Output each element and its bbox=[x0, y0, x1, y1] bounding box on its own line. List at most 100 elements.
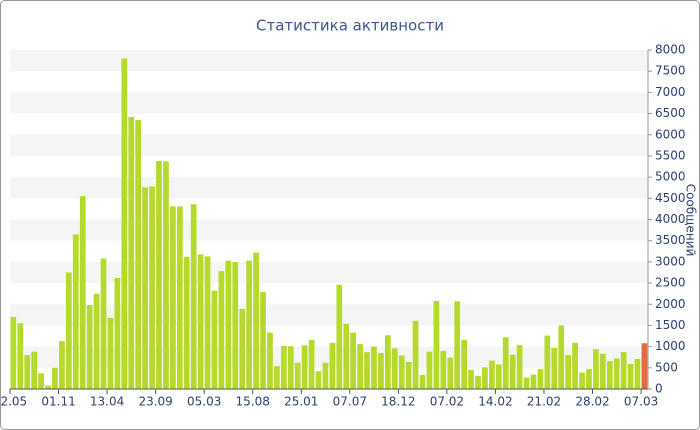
bar bbox=[343, 323, 350, 389]
bar bbox=[433, 300, 440, 389]
bar bbox=[412, 320, 419, 389]
bar bbox=[398, 355, 405, 389]
bar bbox=[86, 305, 93, 389]
grid-band bbox=[10, 219, 648, 241]
bar bbox=[634, 358, 641, 389]
y-tick-label: 1500 bbox=[655, 318, 686, 332]
bar bbox=[579, 372, 585, 389]
bar bbox=[232, 261, 239, 389]
bar bbox=[183, 256, 190, 389]
bar bbox=[620, 352, 627, 389]
x-tick-label: 07.02 bbox=[430, 395, 464, 409]
bar bbox=[419, 375, 426, 389]
bar bbox=[45, 385, 51, 389]
bar bbox=[572, 342, 578, 389]
bar bbox=[440, 350, 447, 389]
bar bbox=[156, 161, 162, 389]
bar bbox=[530, 374, 537, 389]
bar bbox=[211, 290, 218, 389]
bar bbox=[170, 206, 176, 389]
bar bbox=[523, 377, 530, 389]
y-tick-label: 6000 bbox=[655, 127, 686, 141]
bar bbox=[190, 204, 197, 389]
grid-band bbox=[10, 50, 648, 72]
bar bbox=[509, 354, 516, 389]
bar bbox=[426, 351, 433, 389]
bar bbox=[253, 252, 259, 389]
y-tick-label: 2000 bbox=[655, 297, 686, 311]
x-tick-label: 18.12 bbox=[381, 395, 415, 409]
bar bbox=[197, 254, 204, 389]
x-tick-label: 28.02 bbox=[575, 395, 609, 409]
bar bbox=[121, 58, 128, 389]
bar bbox=[79, 196, 86, 389]
bar bbox=[495, 364, 502, 389]
bar bbox=[516, 344, 523, 389]
bar bbox=[149, 186, 155, 389]
y-tick-label: 3000 bbox=[655, 254, 686, 268]
x-tick-label: 01.11 bbox=[41, 395, 75, 409]
bar bbox=[461, 339, 467, 389]
grid-band bbox=[10, 134, 648, 156]
bar bbox=[17, 323, 24, 389]
bar bbox=[627, 363, 634, 389]
bar bbox=[641, 343, 648, 389]
bar bbox=[599, 353, 606, 389]
y-tick-label: 0 bbox=[655, 382, 663, 396]
bar bbox=[537, 369, 544, 389]
bar bbox=[384, 335, 391, 389]
x-tick-label: 13.04 bbox=[90, 395, 124, 409]
grid-band bbox=[10, 92, 648, 114]
y-tick-label: 7000 bbox=[655, 85, 686, 99]
bar bbox=[322, 362, 329, 389]
bar bbox=[502, 337, 509, 389]
bar bbox=[239, 308, 246, 389]
bar bbox=[468, 369, 474, 389]
chart-title: Статистика активности bbox=[256, 17, 444, 35]
bar bbox=[350, 332, 357, 389]
x-tick-label: 23.09 bbox=[138, 395, 172, 409]
y-tick-label: 7500 bbox=[655, 64, 686, 78]
grid-band bbox=[10, 346, 648, 368]
bar bbox=[551, 347, 558, 389]
bar bbox=[315, 371, 322, 389]
bar bbox=[246, 260, 253, 389]
y-tick-label: 8000 bbox=[655, 43, 686, 57]
bar bbox=[329, 342, 336, 389]
bar bbox=[274, 366, 280, 389]
y-tick-label: 2500 bbox=[655, 276, 686, 290]
bar bbox=[294, 362, 301, 389]
y-tick-label: 6500 bbox=[655, 106, 686, 120]
bar bbox=[586, 369, 592, 389]
bar bbox=[93, 293, 100, 389]
bar bbox=[364, 352, 370, 389]
bar bbox=[593, 349, 599, 389]
y-tick-label: 500 bbox=[655, 360, 678, 374]
bar bbox=[218, 271, 225, 389]
x-tick-label: 22.05 bbox=[0, 395, 27, 409]
bar bbox=[59, 341, 65, 389]
bar bbox=[378, 352, 384, 389]
bar bbox=[558, 325, 565, 389]
bar bbox=[135, 119, 142, 389]
bar bbox=[489, 360, 495, 389]
y-tick-label: 4000 bbox=[655, 212, 686, 226]
bar bbox=[176, 206, 183, 389]
y-axis-label: Сообщений bbox=[684, 184, 698, 257]
bar bbox=[301, 345, 308, 389]
bar bbox=[225, 260, 232, 389]
grid-band bbox=[10, 261, 648, 284]
x-tick-label: 07.07 bbox=[333, 395, 367, 409]
bar bbox=[357, 344, 363, 389]
y-tick-label: 5000 bbox=[655, 170, 686, 184]
bar bbox=[204, 256, 211, 389]
bar bbox=[308, 339, 315, 389]
x-tick-label: 15.08 bbox=[236, 395, 270, 409]
y-tick-label: 4500 bbox=[655, 191, 686, 205]
bar bbox=[336, 284, 343, 389]
bar bbox=[24, 355, 31, 389]
bar bbox=[128, 116, 135, 389]
bar bbox=[405, 361, 412, 389]
bar bbox=[544, 335, 551, 389]
bar bbox=[280, 345, 287, 389]
